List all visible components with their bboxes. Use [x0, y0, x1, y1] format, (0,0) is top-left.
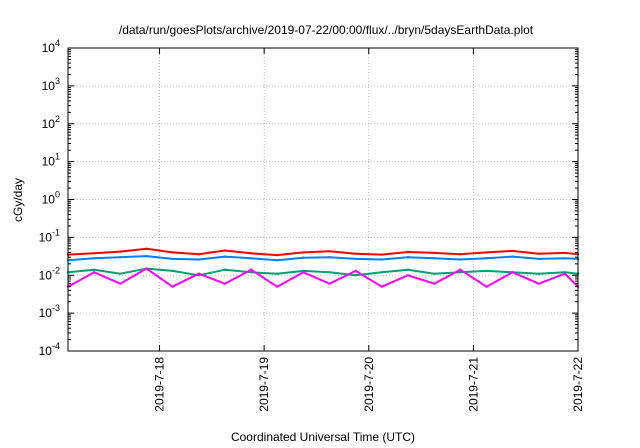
x-tick-label: 2019-7-21 — [466, 357, 480, 412]
data-point — [93, 252, 96, 255]
data-point — [119, 256, 122, 259]
data-point — [302, 271, 305, 274]
data-point — [328, 282, 331, 285]
x-axis: 2019-7-18 2019-7-19 2019-7-20 2019-7-21 2019… — [153, 48, 585, 412]
data-point — [197, 272, 200, 275]
data-point — [459, 271, 462, 274]
data-point — [223, 282, 227, 285]
y-tick-label: 103 — [42, 76, 60, 93]
x-tick-label: 2019-7-18 — [153, 357, 167, 412]
data-point — [537, 252, 540, 255]
data-point — [485, 269, 488, 273]
data-point — [433, 251, 436, 255]
y-tick-label: 10-4 — [39, 341, 60, 358]
data-point — [406, 274, 410, 277]
data-point — [249, 257, 253, 260]
data-point — [354, 274, 357, 277]
data-point — [223, 255, 227, 258]
data-point — [433, 282, 436, 285]
data-point — [354, 252, 357, 255]
data-point — [380, 271, 383, 274]
x-tick-label: 2019-7-22 — [571, 357, 585, 412]
data-point — [354, 269, 357, 273]
data-point — [511, 271, 514, 274]
data-point — [380, 253, 383, 256]
grid-lines — [68, 48, 578, 351]
data-point — [563, 272, 567, 275]
data-point — [511, 249, 514, 253]
data-point — [406, 268, 410, 271]
y-tick-label: 10-2 — [39, 265, 60, 282]
chart-title: /data/run/goesPlots/archive/2019-07-22/0… — [119, 23, 534, 37]
data-point — [328, 256, 331, 259]
data-point — [93, 257, 96, 260]
data-point — [93, 271, 96, 274]
data-point — [119, 282, 122, 285]
y-tick-label: 100 — [42, 190, 60, 207]
data-point — [459, 258, 462, 261]
data-point — [145, 247, 148, 250]
data-point — [171, 251, 174, 254]
data-point — [276, 259, 279, 262]
y-tick-label: 102 — [42, 114, 60, 131]
data-point — [223, 249, 227, 252]
x-tick-label: 2019-7-20 — [362, 357, 376, 412]
data-point — [119, 250, 122, 253]
data-point — [328, 271, 331, 274]
data-point — [537, 257, 540, 261]
y-tick-label: 10-3 — [39, 303, 60, 320]
series-line-2 — [67, 255, 579, 262]
series-lines — [66, 247, 580, 288]
data-point — [380, 285, 383, 288]
data-point — [563, 251, 567, 255]
y-tick-label: 10-1 — [39, 227, 60, 244]
y-axis-label: cGy/day — [11, 178, 25, 222]
data-point — [380, 258, 383, 261]
data-point — [249, 268, 253, 271]
data-point — [433, 272, 436, 275]
data-point — [276, 285, 279, 288]
x-axis-label: Coordinated Universal Time (UTC) — [231, 430, 415, 444]
data-point — [276, 253, 279, 257]
data-point — [511, 255, 514, 258]
data-point — [302, 256, 305, 259]
data-point — [249, 252, 253, 255]
x-tick-label: 2019-7-19 — [257, 357, 271, 412]
data-point — [119, 272, 122, 275]
data-point — [459, 268, 462, 271]
data-point — [171, 269, 174, 273]
data-point — [537, 282, 540, 285]
data-point — [171, 285, 174, 288]
data-point — [563, 257, 567, 260]
data-point — [433, 257, 436, 260]
data-point — [302, 251, 305, 254]
data-point — [537, 272, 540, 275]
data-point — [145, 267, 148, 270]
y-tick-label: 101 — [42, 152, 60, 169]
data-point — [197, 258, 200, 261]
data-point — [485, 285, 488, 288]
data-point — [459, 253, 462, 256]
data-point — [354, 257, 357, 261]
series-line-1 — [67, 247, 579, 257]
y-tick-label: 104 — [42, 38, 60, 55]
data-point — [276, 272, 279, 275]
data-point — [249, 271, 253, 274]
data-point — [171, 257, 174, 261]
data-point — [145, 254, 148, 258]
data-point — [406, 250, 410, 254]
data-point — [328, 250, 331, 253]
data-point — [406, 256, 410, 259]
data-point — [93, 268, 96, 271]
data-point — [485, 251, 488, 254]
data-point — [223, 268, 227, 271]
y-axis: 10-4 10-3 10-2 10-1 100 101 102 103 104 — [39, 38, 578, 358]
data-point — [485, 257, 488, 260]
data-point — [197, 253, 200, 256]
